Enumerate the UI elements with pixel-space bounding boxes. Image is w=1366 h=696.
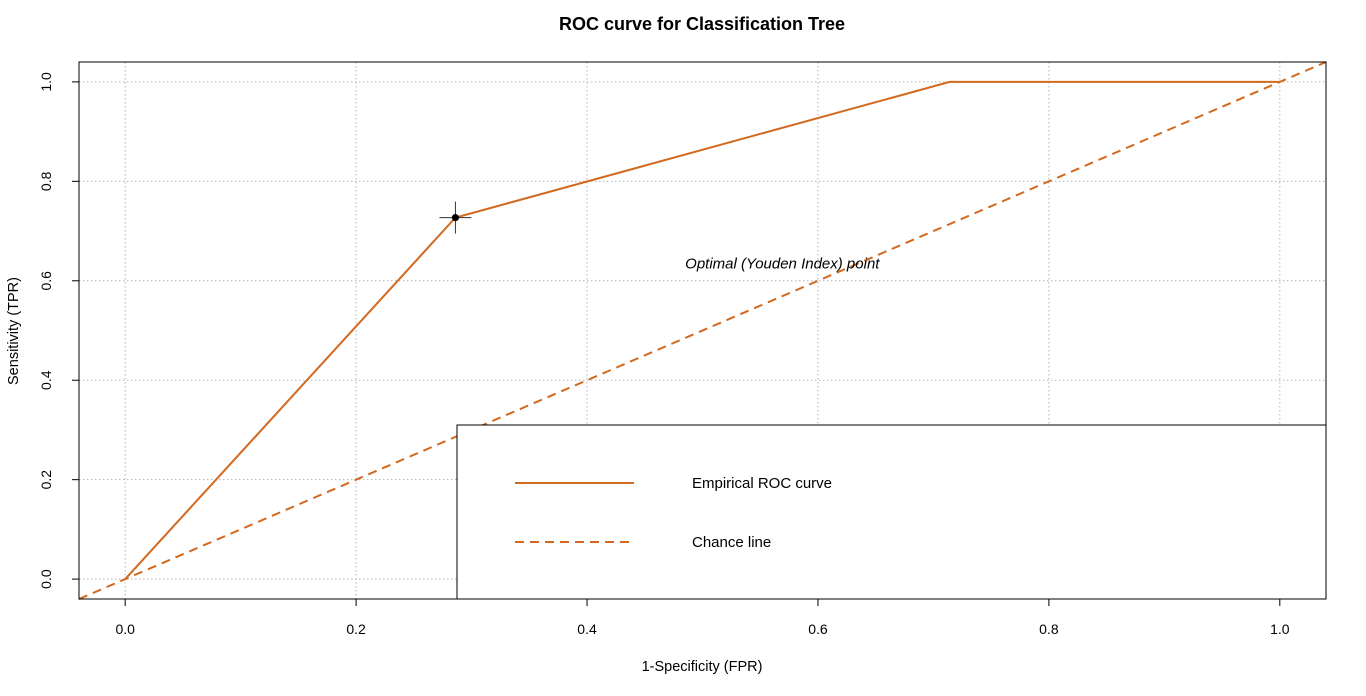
annotation-text-0: Optimal (Youden Index) point [685, 255, 880, 272]
plot-frame [78, 61, 1327, 600]
legend-label-0: Empirical ROC curve [692, 475, 832, 492]
x-axis: 0.0 0.2 0.4 0.6 0.8 1.0 [115, 599, 1290, 637]
x-tick-label-4: 0.8 [1039, 621, 1059, 637]
series-line-0 [124, 80, 1280, 580]
series-layer [78, 61, 1327, 600]
x-tick-label-0: 0.0 [115, 621, 135, 637]
x-tick-label-3: 0.6 [808, 621, 828, 637]
y-tick-label-5: 1.0 [38, 72, 54, 92]
x-axis-label: 1-Specificity (FPR) [642, 659, 763, 675]
x-tick-label-2: 0.4 [577, 621, 597, 637]
y-tick-label-0: 0.0 [38, 569, 54, 589]
y-axis-label: Sensitivity (TPR) [6, 277, 22, 385]
y-tick-label-1: 0.2 [38, 470, 54, 490]
grid [79, 62, 1326, 599]
optimal-point [451, 214, 460, 222]
y-tick-label-3: 0.6 [38, 271, 54, 291]
marker-layer [439, 201, 472, 234]
legend-label-1: Chance line [692, 534, 771, 551]
series-line-1 [78, 61, 1327, 600]
x-tick-label-1: 0.2 [346, 621, 366, 637]
y-tick-label-2: 0.4 [38, 370, 54, 390]
y-tick-label-4: 0.8 [38, 171, 54, 191]
chart-title: ROC curve for Classification Tree [559, 14, 845, 34]
y-axis: 0.0 0.2 0.4 0.6 0.8 1.0 [38, 72, 79, 589]
legend-box [456, 424, 1327, 600]
annotation-layer: Optimal (Youden Index) point [685, 255, 880, 272]
legend: Empirical ROC curve Chance line [456, 424, 1327, 600]
x-tick-label-5: 1.0 [1270, 621, 1290, 637]
